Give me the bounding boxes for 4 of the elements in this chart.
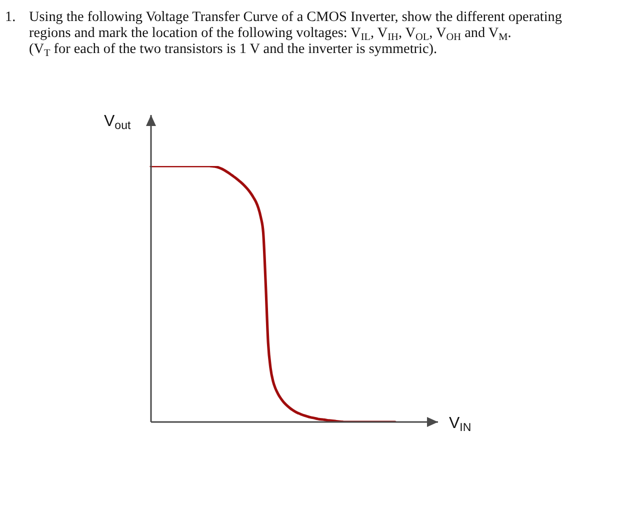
x-axis-title: V$_{IN}$ <box>449 415 472 434</box>
chart-subtitle: (V$_{T}$ for each of the two transistors is 1 V and the inverter is symmetric). <box>29 41 438 59</box>
chart-title: 1. Using the following Voltage Transfer Curve of a CMOS Inverter, show the different operating regions and mark the location of the following voltages: V$_{IL}$, V$_{IH}$, V$_{OL}$, V$_{OH}$ and V$_{M}$. <box>5 9 562 43</box>
y-axis-title: V$_{out}$ <box>104 113 132 132</box>
